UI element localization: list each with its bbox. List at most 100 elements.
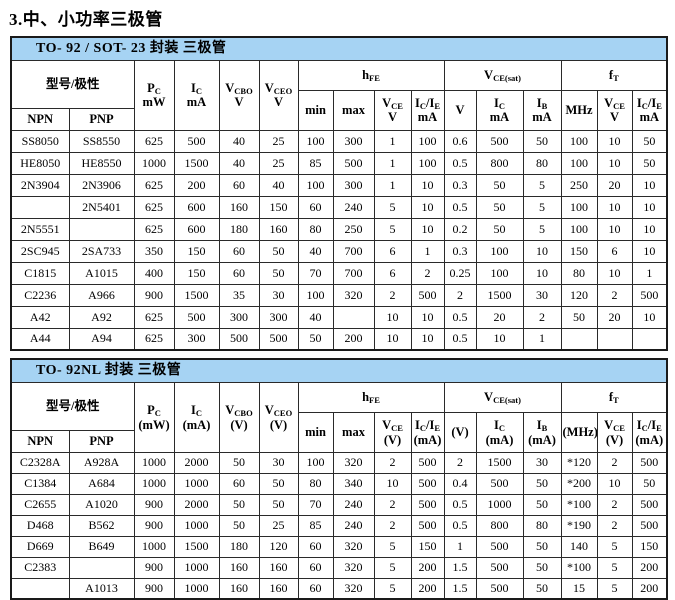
table-cell: 120 <box>258 535 299 558</box>
col-header-ft-icie: IC/IE (mA) <box>631 411 668 453</box>
table-cell: 50 <box>560 305 598 329</box>
table-cell: 10 <box>373 327 412 351</box>
table-cell: 500 <box>631 514 668 537</box>
table-cell: 2N5401 <box>68 195 135 219</box>
table-cell: 40 <box>297 305 334 329</box>
table-cell: 0.5 <box>443 151 477 175</box>
table-cell: 340 <box>332 472 375 495</box>
table-cell: 1 <box>373 129 412 153</box>
table-cell: B649 <box>68 535 135 558</box>
table-cell: 250 <box>332 217 375 241</box>
table-cell: 50 <box>258 493 299 516</box>
table-cell: 70 <box>297 493 334 516</box>
table-cell: 60 <box>218 472 260 495</box>
table-cell: 320 <box>332 535 375 558</box>
table-cell: A1020 <box>68 493 135 516</box>
table-cell: 10 <box>373 472 412 495</box>
table-cell: 800 <box>475 151 524 175</box>
table-row: 2SC945 2SA733 350 150 60 50 40 700 6 1 0.3 100 10 150… <box>10 239 668 263</box>
table-cell: 30 <box>522 283 562 307</box>
table-cell: 5 <box>373 556 412 579</box>
table-cell: A928A <box>68 451 135 474</box>
col-header-ft-vce: VCE V <box>596 89 633 131</box>
table-cell: 6 <box>373 239 412 263</box>
table-cell: 500 <box>410 451 445 474</box>
table-cell: 10 <box>522 239 562 263</box>
table-cell: 1000 <box>173 556 220 579</box>
table-cell: 5 <box>596 577 633 600</box>
table-cell: 1000 <box>173 577 220 600</box>
table-cell: 200 <box>173 173 220 197</box>
table-cell: C2655 <box>10 493 70 516</box>
table-row: 2N5401 625 600 160 150 60 240 5 10 0.5 50 5 100 10 10 <box>10 195 668 219</box>
table-cell: 10 <box>596 217 633 241</box>
table-cell: 350 <box>133 239 175 263</box>
table-cell: 150 <box>258 195 299 219</box>
table-cell: 100 <box>297 129 334 153</box>
table-cell: 240 <box>332 514 375 537</box>
table-cell: A1013 <box>68 577 135 600</box>
table-cell: 25 <box>258 151 299 175</box>
table-cell: 200 <box>631 556 668 579</box>
table-cell: 1000 <box>133 151 175 175</box>
table-row: C2328A A928A 1000 2000 50 30 100 320 2 500 2 1500 30… <box>10 451 668 474</box>
table-cell: 85 <box>297 514 334 537</box>
table-cell: 900 <box>133 514 175 537</box>
table-cell: 500 <box>332 151 375 175</box>
col-header-ic: IC mA <box>173 59 220 131</box>
table-cell: 30 <box>258 283 299 307</box>
table-cell: 100 <box>297 451 334 474</box>
table-cell <box>10 195 70 219</box>
table-cell: 50 <box>258 239 299 263</box>
col-group-hfe: hFE <box>297 59 445 91</box>
table-cell: 500 <box>475 535 524 558</box>
table-cell: 5 <box>596 535 633 558</box>
col-group-vcesat: VCE(sat) <box>443 59 562 91</box>
table-cell: 100 <box>560 129 598 153</box>
table-cell: 1000 <box>475 493 524 516</box>
to92-sot23-table: TO- 92 / SOT- 23 封装 三极管 型号/极性 PC mW IC m… <box>10 36 669 352</box>
table-cell: 2000 <box>173 493 220 516</box>
table-cell: 500 <box>410 493 445 516</box>
table-cell: 50 <box>218 514 260 537</box>
table-cell: 2 <box>373 493 412 516</box>
table-cell: B562 <box>68 514 135 537</box>
table-cell: 100 <box>475 261 524 285</box>
table-cell: 2 <box>373 514 412 537</box>
table-cell: 500 <box>410 283 445 307</box>
table-cell: 160 <box>258 556 299 579</box>
table-cell: 160 <box>258 217 299 241</box>
table-row: 2N5551 625 600 180 160 80 250 5 10 0.2 50 5 100 10 10 <box>10 217 668 241</box>
table-cell: 300 <box>258 305 299 329</box>
page-title: 3.中、小功率三极管 <box>9 10 163 29</box>
table-cell: 50 <box>522 472 562 495</box>
table-cell: 10 <box>522 261 562 285</box>
table-row: A44 A94 625 300 500 500 50 200 10 10 0.5 10 1 <box>10 327 668 351</box>
table-cell: 500 <box>475 129 524 153</box>
table-cell: 10 <box>596 129 633 153</box>
col-header-hfe-min: min <box>297 411 334 453</box>
col-header-ic: IC (mA) <box>173 381 220 453</box>
table-cell: 20 <box>596 305 633 329</box>
table-title: TO- 92NL 封装 三极管 <box>10 358 668 383</box>
table-cell: 150 <box>173 261 220 285</box>
table-cell: 50 <box>522 535 562 558</box>
table-cell: 40 <box>258 173 299 197</box>
table-cell: 180 <box>218 535 260 558</box>
table-cell: 900 <box>133 493 175 516</box>
table-cell: 6 <box>373 261 412 285</box>
table-cell: 800 <box>475 514 524 537</box>
table-cell: 80 <box>297 472 334 495</box>
table-cell: 100 <box>475 239 524 263</box>
table-cell: 50 <box>475 195 524 219</box>
col-header-vceo: VCEO (V) <box>258 381 299 453</box>
col-header-sat-ic: IC (mA) <box>475 411 524 453</box>
table-title: TO- 92 / SOT- 23 封装 三极管 <box>10 36 668 61</box>
table-cell: 1 <box>631 261 668 285</box>
table-cell: 60 <box>297 556 334 579</box>
table-cell: 50 <box>258 261 299 285</box>
table-cell: 1000 <box>133 451 175 474</box>
table-cell: 50 <box>631 129 668 153</box>
table-cell: 80 <box>522 514 562 537</box>
